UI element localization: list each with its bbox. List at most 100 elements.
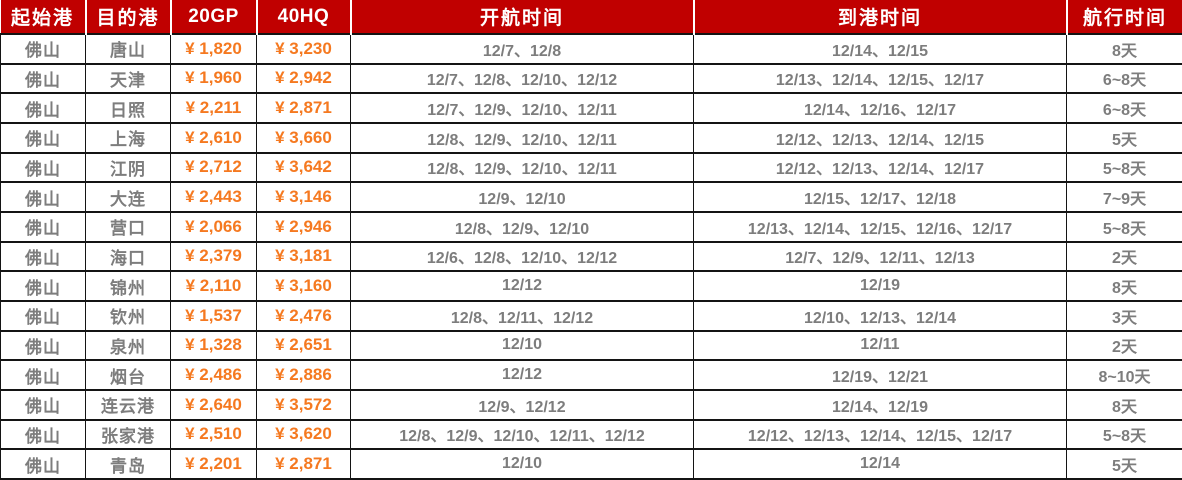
transit-duration-cell: 3天 bbox=[1066, 299, 1182, 332]
transit-duration-cell: 5~8天 bbox=[1066, 210, 1182, 243]
header-row: 起始港 目的港 20GP 40HQ 开航时间 到港时间 航行时间 bbox=[0, 0, 1182, 34]
departure-dates-cell: 12/7、12/8 bbox=[350, 33, 694, 65]
price-20gp-cell: ¥ 2,379 bbox=[170, 240, 257, 273]
departure-dates-cell: 12/8、12/11、12/12 bbox=[350, 299, 694, 332]
column-header-transit-time: 航行时间 bbox=[1065, 0, 1182, 34]
arrival-dates-cell: 12/12、12/13、12/14、12/15、12/17 bbox=[693, 418, 1067, 451]
price-20gp-cell: ¥ 2,110 bbox=[170, 270, 257, 302]
destination-port-cell: 钦州 bbox=[85, 299, 171, 332]
table-row: 佛山 泉州 ¥ 1,328 ¥ 2,651 12/10 12/11 2天 bbox=[0, 329, 1182, 362]
price-40hq-cell: ¥ 2,946 bbox=[256, 210, 351, 243]
departure-dates-cell: 12/8、12/9、12/10、12/11 bbox=[350, 151, 694, 184]
transit-duration-cell: 5天 bbox=[1066, 448, 1182, 480]
price-40hq-cell: ¥ 3,572 bbox=[256, 388, 351, 421]
transit-duration-cell: 8天 bbox=[1066, 270, 1182, 302]
price-40hq-cell: ¥ 2,871 bbox=[256, 448, 351, 480]
table-row: 佛山 日照 ¥ 2,211 ¥ 2,871 12/7、12/9、12/10、12… bbox=[0, 92, 1182, 124]
price-20gp-cell: ¥ 1,820 bbox=[170, 33, 257, 65]
origin-port-cell: 佛山 bbox=[0, 210, 86, 243]
price-40hq-cell: ¥ 3,160 bbox=[256, 270, 351, 302]
transit-duration-cell: 6~8天 bbox=[1066, 92, 1182, 124]
price-20gp-cell: ¥ 2,712 bbox=[170, 151, 257, 184]
destination-port-cell: 上海 bbox=[85, 121, 171, 154]
price-40hq-cell: ¥ 3,642 bbox=[256, 151, 351, 184]
origin-port-cell: 佛山 bbox=[0, 270, 86, 302]
arrival-dates-cell: 12/14 bbox=[693, 448, 1067, 480]
column-header-arrival-time: 到港时间 bbox=[692, 0, 1067, 34]
arrival-dates-cell: 12/13、12/14、12/15、12/16、12/17 bbox=[693, 210, 1067, 243]
price-20gp-cell: ¥ 1,328 bbox=[170, 329, 257, 362]
price-20gp-cell: ¥ 1,537 bbox=[170, 299, 257, 332]
arrival-dates-cell: 12/19、12/21 bbox=[693, 359, 1067, 391]
arrival-dates-cell: 12/12、12/13、12/14、12/15 bbox=[693, 121, 1067, 154]
origin-port-cell: 佛山 bbox=[0, 329, 86, 362]
arrival-dates-cell: 12/14、12/19 bbox=[693, 388, 1067, 421]
departure-dates-cell: 12/6、12/8、12/10、12/12 bbox=[350, 240, 694, 273]
destination-port-cell: 泉州 bbox=[85, 329, 171, 362]
destination-port-cell: 连云港 bbox=[85, 388, 171, 421]
table-row: 佛山 营口 ¥ 2,066 ¥ 2,946 12/8、12/9、12/10 12… bbox=[0, 210, 1182, 243]
price-20gp-cell: ¥ 2,201 bbox=[170, 448, 257, 480]
destination-port-cell: 青岛 bbox=[85, 448, 171, 480]
transit-duration-cell: 5~8天 bbox=[1066, 418, 1182, 451]
transit-duration-cell: 7~9天 bbox=[1066, 181, 1182, 213]
transit-duration-cell: 8~10天 bbox=[1066, 359, 1182, 391]
column-header-40hq: 40HQ bbox=[255, 0, 351, 34]
price-40hq-cell: ¥ 3,181 bbox=[256, 240, 351, 273]
arrival-dates-cell: 12/15、12/17、12/18 bbox=[693, 181, 1067, 213]
arrival-dates-cell: 12/11 bbox=[693, 329, 1067, 362]
price-20gp-cell: ¥ 2,510 bbox=[170, 418, 257, 451]
transit-duration-cell: 8天 bbox=[1066, 388, 1182, 421]
transit-duration-cell: 5~8天 bbox=[1066, 151, 1182, 184]
destination-port-cell: 张家港 bbox=[85, 418, 171, 451]
origin-port-cell: 佛山 bbox=[0, 359, 86, 391]
price-40hq-cell: ¥ 2,942 bbox=[256, 62, 351, 95]
table-row: 佛山 钦州 ¥ 1,537 ¥ 2,476 12/8、12/11、12/12 1… bbox=[0, 299, 1182, 332]
price-20gp-cell: ¥ 2,066 bbox=[170, 210, 257, 243]
transit-duration-cell: 5天 bbox=[1066, 121, 1182, 154]
table-row: 佛山 海口 ¥ 2,379 ¥ 3,181 12/6、12/8、12/10、12… bbox=[0, 240, 1182, 273]
column-header-origin-port: 起始港 bbox=[0, 0, 86, 34]
departure-dates-cell: 12/10 bbox=[350, 329, 694, 362]
departure-dates-cell: 12/8、12/9、12/10 bbox=[350, 210, 694, 243]
destination-port-cell: 海口 bbox=[85, 240, 171, 273]
destination-port-cell: 唐山 bbox=[85, 33, 171, 65]
price-20gp-cell: ¥ 2,610 bbox=[170, 121, 257, 154]
arrival-dates-cell: 12/19 bbox=[693, 270, 1067, 302]
price-20gp-cell: ¥ 2,640 bbox=[170, 388, 257, 421]
table-row: 佛山 青岛 ¥ 2,201 ¥ 2,871 12/10 12/14 5天 bbox=[0, 448, 1182, 480]
destination-port-cell: 江阴 bbox=[85, 151, 171, 184]
destination-port-cell: 日照 bbox=[85, 92, 171, 124]
price-20gp-cell: ¥ 2,211 bbox=[170, 92, 257, 124]
column-header-departure-time: 开航时间 bbox=[349, 0, 694, 34]
table-row: 佛山 天津 ¥ 1,960 ¥ 2,942 12/7、12/8、12/10、12… bbox=[0, 62, 1182, 95]
arrival-dates-cell: 12/12、12/13、12/14、12/17 bbox=[693, 151, 1067, 184]
departure-dates-cell: 12/10 bbox=[350, 448, 694, 480]
price-20gp-cell: ¥ 2,486 bbox=[170, 359, 257, 391]
table-row: 佛山 锦州 ¥ 2,110 ¥ 3,160 12/12 12/19 8天 bbox=[0, 270, 1182, 302]
table-row: 佛山 张家港 ¥ 2,510 ¥ 3,620 12/8、12/9、12/10、1… bbox=[0, 418, 1182, 451]
origin-port-cell: 佛山 bbox=[0, 448, 86, 480]
transit-duration-cell: 6~8天 bbox=[1066, 62, 1182, 95]
price-40hq-cell: ¥ 3,620 bbox=[256, 418, 351, 451]
origin-port-cell: 佛山 bbox=[0, 62, 86, 95]
table-row: 佛山 烟台 ¥ 2,486 ¥ 2,886 12/12 12/19、12/21 … bbox=[0, 359, 1182, 391]
transit-duration-cell: 2天 bbox=[1066, 240, 1182, 273]
price-40hq-cell: ¥ 3,230 bbox=[256, 33, 351, 65]
origin-port-cell: 佛山 bbox=[0, 418, 86, 451]
table-row: 佛山 上海 ¥ 2,610 ¥ 3,660 12/8、12/9、12/10、12… bbox=[0, 121, 1182, 154]
price-20gp-cell: ¥ 2,443 bbox=[170, 181, 257, 213]
table-row: 佛山 江阴 ¥ 2,712 ¥ 3,642 12/8、12/9、12/10、12… bbox=[0, 151, 1182, 184]
transit-duration-cell: 2天 bbox=[1066, 329, 1182, 362]
column-header-20gp: 20GP bbox=[169, 0, 257, 34]
departure-dates-cell: 12/7、12/8、12/10、12/12 bbox=[350, 62, 694, 95]
arrival-dates-cell: 12/14、12/15 bbox=[693, 33, 1067, 65]
column-header-destination-port: 目的港 bbox=[84, 0, 171, 34]
departure-dates-cell: 12/12 bbox=[350, 359, 694, 391]
departure-dates-cell: 12/12 bbox=[350, 270, 694, 302]
arrival-dates-cell: 12/10、12/13、12/14 bbox=[693, 299, 1067, 332]
price-40hq-cell: ¥ 2,651 bbox=[256, 329, 351, 362]
price-40hq-cell: ¥ 3,146 bbox=[256, 181, 351, 213]
